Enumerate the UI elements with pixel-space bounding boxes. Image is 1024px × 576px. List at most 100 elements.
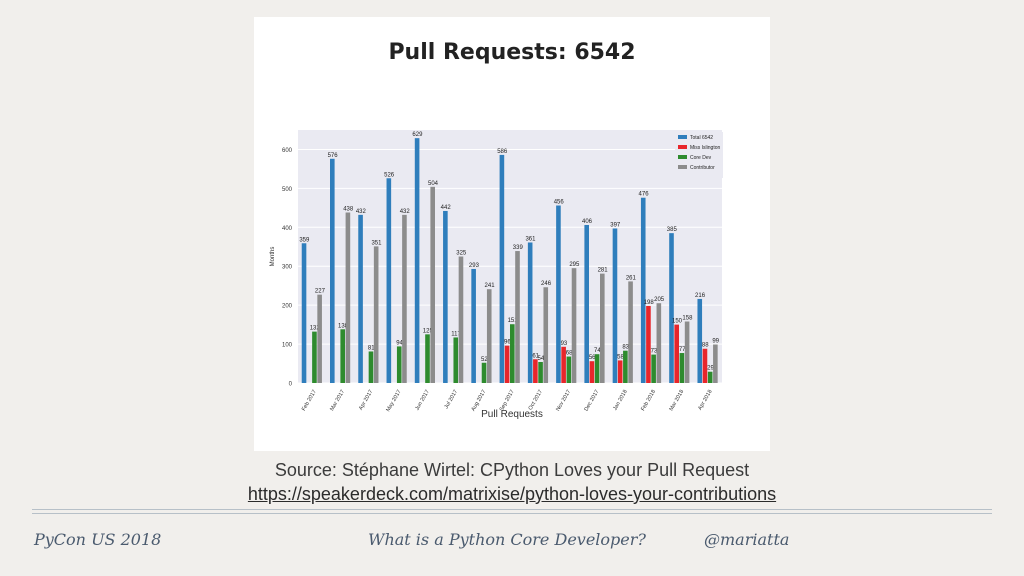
bar bbox=[702, 348, 708, 383]
bar-value-label: 504 bbox=[428, 181, 439, 187]
bar-value-label: 576 bbox=[328, 153, 339, 159]
bar bbox=[697, 298, 703, 383]
bar bbox=[589, 361, 595, 383]
bar-value-label: 132 bbox=[310, 326, 321, 332]
bar-value-label: 99 bbox=[712, 338, 719, 344]
bar bbox=[566, 356, 572, 383]
bar bbox=[669, 233, 674, 383]
bar bbox=[600, 273, 605, 383]
bar bbox=[584, 224, 589, 383]
bar-value-label: 61 bbox=[532, 353, 539, 359]
bar-value-label: 29 bbox=[707, 366, 714, 372]
x-tick-label: May 2017 bbox=[385, 389, 402, 413]
y-tick-label: 600 bbox=[282, 148, 293, 154]
bar-value-label: 456 bbox=[554, 200, 565, 206]
bar bbox=[594, 354, 600, 383]
bar-value-label: 241 bbox=[485, 283, 496, 289]
bar-value-label: 93 bbox=[561, 341, 568, 347]
bar bbox=[402, 214, 407, 383]
bar-value-label: 216 bbox=[695, 293, 706, 299]
bar bbox=[679, 353, 685, 383]
bar-value-label: 83 bbox=[622, 345, 629, 351]
bar-value-label: 361 bbox=[525, 236, 536, 242]
bar-value-label: 476 bbox=[639, 192, 650, 198]
bar-value-label: 74 bbox=[594, 348, 601, 354]
x-tick-label: Apr 2017 bbox=[358, 389, 374, 411]
caption-link[interactable]: https://speakerdeck.com/matrixise/python… bbox=[247, 484, 777, 504]
bar bbox=[556, 205, 561, 383]
bar bbox=[499, 154, 505, 383]
bar bbox=[623, 350, 628, 383]
x-tick-label: Nov 2017 bbox=[555, 389, 572, 412]
bar-value-label: 629 bbox=[412, 132, 423, 138]
bar bbox=[414, 138, 420, 383]
x-tick-label: Dec 2017 bbox=[584, 389, 601, 412]
legend-swatch bbox=[678, 165, 687, 169]
bar bbox=[561, 346, 566, 383]
bar-value-label: 198 bbox=[644, 300, 655, 306]
bar bbox=[430, 186, 435, 383]
bar-value-label: 56 bbox=[589, 355, 596, 361]
x-axis-label: Pull Requests bbox=[481, 409, 543, 420]
legend-label: Total 6542 bbox=[690, 135, 713, 141]
bar-value-label: 246 bbox=[541, 281, 552, 287]
bar bbox=[386, 178, 392, 383]
bar bbox=[358, 214, 363, 383]
bar bbox=[345, 212, 351, 383]
y-tick-label: 300 bbox=[282, 265, 293, 271]
bar bbox=[317, 294, 322, 383]
y-tick-label: 100 bbox=[282, 343, 293, 349]
bar bbox=[458, 256, 464, 383]
x-tick-label: Feb 2017 bbox=[301, 389, 318, 412]
bar-value-label: 432 bbox=[400, 209, 411, 215]
bar-value-label: 125 bbox=[423, 328, 434, 334]
bar-value-label: 339 bbox=[513, 245, 524, 251]
bar bbox=[646, 305, 651, 383]
bar-value-label: 227 bbox=[315, 289, 326, 295]
y-tick-label: 400 bbox=[282, 226, 293, 232]
legend-swatch bbox=[678, 145, 687, 149]
bar-value-label: 281 bbox=[598, 268, 609, 274]
bar bbox=[373, 246, 379, 383]
bar-value-label: 397 bbox=[610, 222, 621, 228]
bar bbox=[533, 359, 538, 383]
bar-value-label: 158 bbox=[682, 316, 693, 322]
bar bbox=[504, 345, 510, 383]
bar bbox=[617, 360, 623, 383]
footer-talk-title: What is a Python Core Developer? bbox=[368, 530, 646, 549]
bar-value-label: 586 bbox=[497, 149, 508, 155]
bar bbox=[510, 324, 515, 383]
bar-value-label: 151 bbox=[508, 318, 519, 324]
x-tick-label: Mar 2018 bbox=[669, 389, 686, 412]
bar-value-label: 150 bbox=[672, 319, 683, 325]
bar bbox=[674, 324, 679, 383]
bar-value-label: 442 bbox=[441, 205, 452, 211]
caption-source: Source: Stéphane Wirtel: CPython Loves y… bbox=[274, 460, 750, 480]
chart-image: Pull Requests: 6542 0 100 200 300 400 500 600 Mo… bbox=[254, 17, 770, 451]
bar bbox=[481, 362, 487, 383]
bar-value-label: 52 bbox=[481, 357, 488, 363]
legend-swatch bbox=[678, 135, 687, 139]
bar-value-label: 351 bbox=[371, 240, 382, 246]
bar-value-label: 526 bbox=[384, 172, 395, 178]
legend-swatch bbox=[678, 155, 687, 159]
bar bbox=[571, 268, 577, 383]
bar bbox=[396, 346, 402, 383]
bar-value-label: 205 bbox=[654, 297, 665, 303]
x-tick-label: Mar 2017 bbox=[329, 389, 346, 412]
bar bbox=[486, 289, 492, 383]
bar bbox=[425, 334, 430, 383]
bar bbox=[651, 354, 656, 383]
bar-value-label: 117 bbox=[451, 331, 461, 337]
bar bbox=[656, 303, 662, 383]
bar-value-label: 406 bbox=[582, 219, 593, 225]
legend-label: Core Dev bbox=[690, 155, 712, 161]
x-tick-label: Jun 2017 bbox=[414, 389, 431, 412]
bar bbox=[684, 321, 690, 383]
bar-value-label: 96 bbox=[504, 340, 511, 346]
bar bbox=[527, 242, 533, 383]
bar-value-label: 295 bbox=[569, 262, 580, 268]
bar bbox=[301, 243, 307, 383]
bar bbox=[453, 337, 459, 383]
